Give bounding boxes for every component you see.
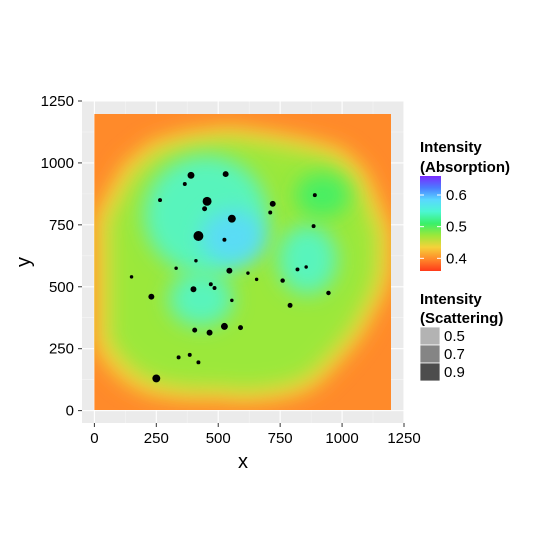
scattering-particle <box>254 277 259 282</box>
heatmap-region <box>168 271 234 327</box>
legend-scattering-break-label: 0.7 <box>444 346 465 363</box>
scattering-particle <box>202 206 208 212</box>
heatmap-region <box>277 224 338 295</box>
legend-absorption-break-label: 0.5 <box>446 219 467 236</box>
scattering-particle <box>208 282 213 287</box>
scattering-particle <box>187 171 195 179</box>
legend-scattering: Intensity (Scattering) 0.50.70.9 <box>419 291 503 382</box>
scattering-particle <box>212 286 217 290</box>
scattering-particle <box>206 329 213 336</box>
scattering-particle <box>312 193 317 198</box>
scattering-particle <box>311 224 316 229</box>
y-tick-label: 250 <box>49 341 74 358</box>
legend-absorption-breaks: 0.4 0.5 0.6 <box>420 187 467 267</box>
x-axis-title: x <box>238 451 248 473</box>
scattering-particle <box>182 181 187 186</box>
legend-scattering-key <box>419 362 441 382</box>
scattering-particle <box>174 266 178 270</box>
scattering-particle <box>202 196 212 206</box>
heatmap-region <box>200 209 266 265</box>
x-tick-label: 750 <box>268 430 293 447</box>
legend-absorption-title-line1: Intensity <box>420 139 482 156</box>
scattering-particle <box>230 298 234 303</box>
scattering-particle <box>238 325 243 331</box>
scattering-particle <box>295 267 300 272</box>
scattering-particle <box>226 267 233 274</box>
legend-absorption-break-label: 0.4 <box>446 250 467 267</box>
y-axis-title: y <box>13 257 35 267</box>
scattering-particle <box>304 265 308 269</box>
scattering-particle <box>246 271 250 275</box>
legend-absorption-title-line2: (Absorption) <box>420 159 510 176</box>
heatmap-region <box>295 172 350 218</box>
legend-scattering-title-line2: (Scattering) <box>420 310 503 327</box>
y-tick-label: 500 <box>49 279 74 296</box>
legend-absorption: Intensity (Absorption) 0.4 0.5 0.6 <box>420 139 510 271</box>
scattering-particle <box>220 322 228 330</box>
scattering-particles <box>129 171 331 383</box>
x-tick-label: 0 <box>90 430 98 447</box>
legend-scattering-break-label: 0.9 <box>444 364 465 381</box>
x-tick-label: 500 <box>206 430 231 447</box>
y-tick-label: 1250 <box>41 93 74 110</box>
scattering-particle <box>193 231 204 241</box>
x-tick-label: 1250 <box>387 430 420 447</box>
x-tick-label: 1000 <box>325 430 358 447</box>
legend-scattering-key <box>419 344 441 364</box>
legend-absorption-colorbar <box>420 176 441 271</box>
scattering-particle <box>152 374 161 383</box>
legend-scattering-keys: 0.50.70.9 <box>419 326 465 382</box>
scattering-particle <box>227 214 236 223</box>
y-axis: 0 250 500 750 1000 1250 <box>41 93 82 420</box>
legend-scattering-break-label: 0.5 <box>444 328 465 345</box>
x-axis: 0 250 500 750 1000 1250 <box>90 423 421 447</box>
scattering-particle <box>194 259 198 263</box>
legend-scattering-title-line1: Intensity <box>420 291 482 308</box>
scattering-particle <box>187 352 192 357</box>
scattering-particle <box>129 275 134 279</box>
legend-scattering-key <box>419 326 441 346</box>
scattering-particle <box>287 302 293 308</box>
scattering-particle <box>268 210 273 215</box>
scattering-particle <box>326 290 331 296</box>
scattering-particle <box>196 360 201 365</box>
scattering-particle <box>222 237 227 242</box>
y-tick-label: 1000 <box>41 155 74 172</box>
scattering-particle <box>222 171 229 178</box>
legend-absorption-break-label: 0.6 <box>446 187 467 204</box>
scattering-particle <box>176 355 181 360</box>
y-tick-label: 0 <box>66 403 74 420</box>
scattering-particle <box>148 293 155 300</box>
x-tick-label: 250 <box>144 430 169 447</box>
scattering-particle <box>192 327 198 333</box>
scattering-particle <box>280 278 285 283</box>
absorption-heatmap <box>94 114 391 410</box>
scattering-particle <box>158 198 163 203</box>
scattering-particle <box>269 200 276 207</box>
scattering-particle <box>190 286 197 293</box>
y-tick-label: 750 <box>49 217 74 234</box>
